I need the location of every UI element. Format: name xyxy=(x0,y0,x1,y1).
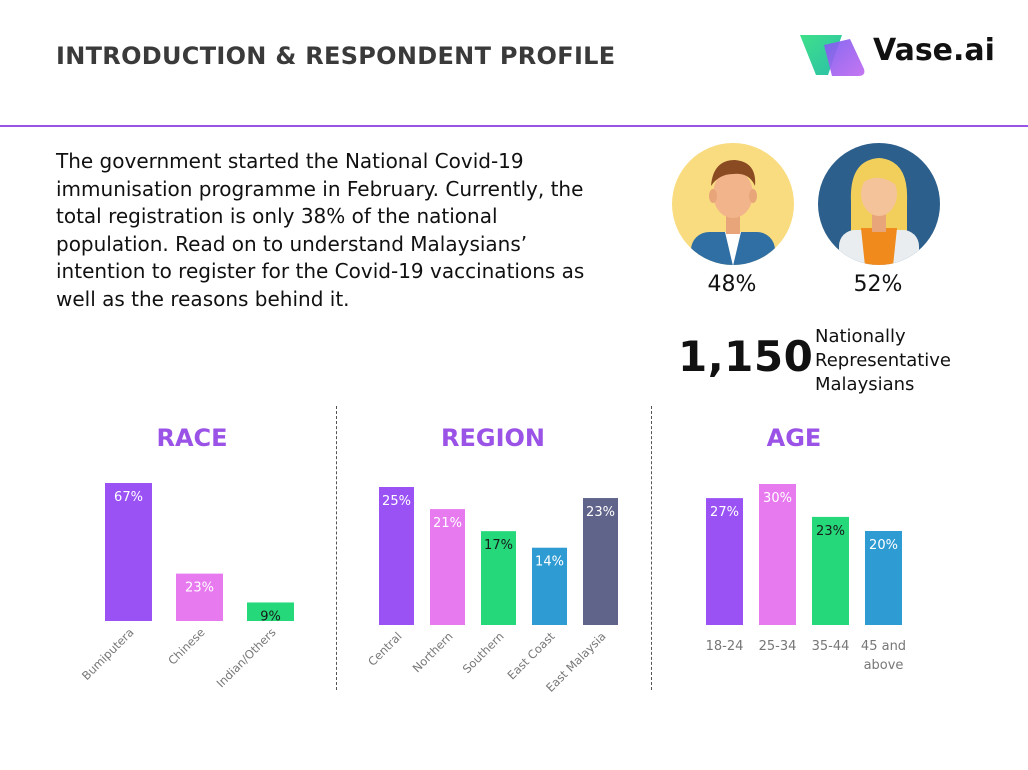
sample-description: Nationally Representative Malaysians xyxy=(815,325,951,397)
bar-value-label: 25% xyxy=(382,494,411,509)
bar-25-34 xyxy=(759,484,796,625)
section-divider xyxy=(651,406,652,690)
bar-35-44 xyxy=(812,516,849,625)
header-divider xyxy=(0,125,1028,127)
bar-central xyxy=(379,487,414,625)
bar-east-coast xyxy=(532,547,567,625)
bar-value-label: 20% xyxy=(869,538,898,553)
bar-value-label: 21% xyxy=(433,516,462,531)
category-label: 35-44 xyxy=(812,639,850,654)
bar-18-24 xyxy=(706,498,743,625)
intro-paragraph: The government started the National Covi… xyxy=(56,149,585,311)
category-label: 18-24 xyxy=(706,639,744,654)
age-chart-title: AGE xyxy=(766,424,822,452)
female-avatar-icon xyxy=(818,143,940,265)
bar-chinese xyxy=(176,573,223,621)
race-chart-title: RACE xyxy=(156,424,228,452)
bar-value-label: 30% xyxy=(763,491,792,506)
bar-east-malaysia xyxy=(583,498,618,625)
page-title: INTRODUCTION & RESPONDENT PROFILE xyxy=(56,42,616,70)
bar-45-and-above xyxy=(865,531,902,625)
region-chart-title: REGION xyxy=(441,424,545,452)
bar-value-label: 23% xyxy=(586,505,615,520)
bar-value-label: 67% xyxy=(114,490,143,505)
bar-northern xyxy=(430,509,465,625)
bar-value-label: 27% xyxy=(710,505,739,520)
category-label: 25-34 xyxy=(759,639,797,654)
sample-description-line: Representative xyxy=(815,350,952,371)
brand-logo xyxy=(800,35,865,76)
sample-description-line: Malaysians xyxy=(815,374,915,395)
male-avatar-icon xyxy=(672,143,794,265)
bar-value-label: 14% xyxy=(535,555,564,570)
bar-value-label: 9% xyxy=(260,609,281,624)
section-divider xyxy=(336,406,337,690)
bar-bumiputera xyxy=(105,483,152,621)
bar-southern xyxy=(481,531,516,625)
sample-size: 1,150 xyxy=(678,332,814,381)
logo-mark-purple-icon xyxy=(824,39,865,76)
female-percentage: 52% xyxy=(853,272,903,297)
category-label: 45 and xyxy=(861,639,906,654)
bar-value-label: 17% xyxy=(484,538,513,553)
bar-value-label: 23% xyxy=(816,524,845,539)
category-label: above xyxy=(864,658,904,673)
bar-indian-others xyxy=(247,602,294,621)
brand-name: Vase.ai xyxy=(873,33,995,68)
male-percentage: 48% xyxy=(707,272,757,297)
sample-description-line: Nationally xyxy=(815,326,906,347)
bar-value-label: 23% xyxy=(185,581,214,596)
